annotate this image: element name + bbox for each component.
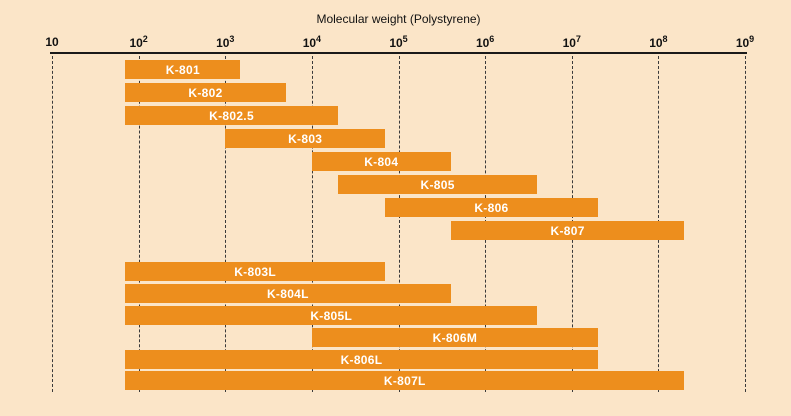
bar-label: K-801: [165, 62, 200, 77]
bar-label: K-803: [288, 131, 323, 146]
bar-k-803l: K-803L: [125, 262, 386, 281]
bar-label: K-806L: [340, 352, 383, 367]
tick-label-109: 109: [735, 34, 755, 51]
gridline-105: [398, 56, 400, 392]
tick-label-10: 10: [45, 35, 59, 49]
bar-k-804: K-804: [311, 152, 451, 171]
x-axis-line: [50, 52, 747, 54]
bar-label: K-804: [364, 154, 399, 169]
gridline-109: [745, 56, 746, 392]
tick-label-105: 105: [389, 34, 408, 51]
bar-k-803: K-803: [225, 129, 386, 148]
bar-label: K-806M: [432, 330, 478, 345]
bar-label: K-807L: [383, 373, 426, 388]
bar-label: K-805L: [310, 308, 353, 323]
bar-label: K-804L: [266, 286, 309, 301]
chart-title: Molecular weight (Polystyrene): [316, 12, 481, 26]
bar-label: K-806: [474, 200, 509, 215]
gridline-10: [52, 56, 53, 392]
bar-k-805: K-805: [338, 175, 538, 194]
tick-label-108: 108: [649, 34, 668, 51]
tick-label-106: 106: [475, 34, 495, 51]
tick-label-104: 104: [302, 34, 322, 51]
tick-label-107: 107: [562, 34, 581, 51]
bar-label: K-802: [188, 85, 223, 100]
gridline-103: [225, 56, 227, 392]
bar-k-804l: K-804L: [125, 284, 451, 303]
bar-k-802.5: K-802.5: [125, 106, 338, 125]
tick-label-102: 102: [129, 34, 148, 51]
bar-k-806: K-806: [385, 198, 598, 217]
gridline-104: [311, 56, 313, 392]
bar-label: K-805: [420, 177, 455, 192]
bar-k-806l: K-806L: [125, 350, 598, 369]
bar-label: K-807: [550, 223, 585, 238]
tick-label-103: 103: [216, 34, 235, 51]
bar-k-801: K-801: [125, 60, 241, 79]
bar-k-806m: K-806M: [311, 328, 598, 347]
bar-k-805l: K-805L: [125, 306, 538, 325]
gridline-102: [138, 56, 140, 392]
bar-k-802: K-802: [125, 83, 286, 102]
bar-k-807: K-807: [450, 221, 685, 240]
bar-k-807l: K-807L: [125, 371, 685, 390]
bar-label: K-802.5: [209, 108, 254, 123]
bar-label: K-803L: [234, 264, 277, 279]
